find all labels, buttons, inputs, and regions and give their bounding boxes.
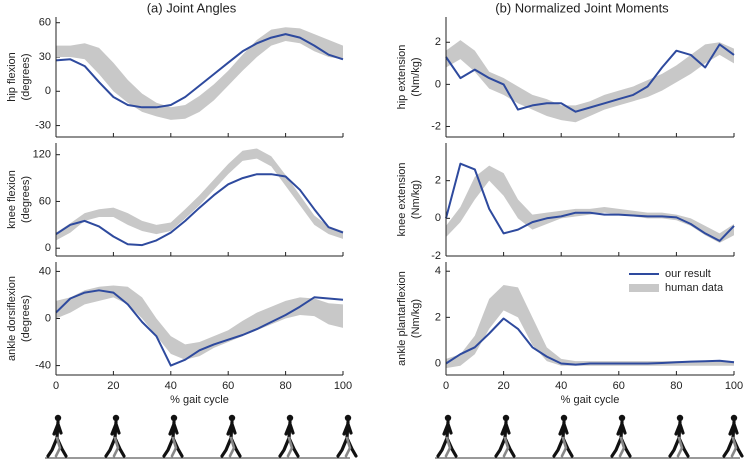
y-tick-label: 0	[435, 78, 441, 90]
panel: (b) Normalized Joint Moments hip extensio…	[396, 0, 735, 138]
range-band	[56, 285, 343, 360]
x-tick-label: 80	[670, 380, 682, 392]
panel: knee flexion (degrees) 0 60 120	[6, 143, 344, 257]
y-axis-label: (Nm/kg)	[410, 57, 422, 96]
x-tick-label: 0	[443, 380, 449, 392]
y-tick-label: -2	[431, 250, 441, 262]
x-tick-label: 20	[497, 380, 509, 392]
y-axis-label: hip extension	[396, 45, 408, 110]
x-tick-label: 40	[555, 380, 567, 392]
y-tick-label: 2	[435, 175, 441, 187]
y-tick-label: 0	[45, 85, 51, 97]
data-line	[55, 289, 344, 367]
walker-strip	[45, 414, 744, 459]
x-axis-label: % gait cycle	[561, 394, 620, 406]
data-line	[55, 173, 344, 247]
data-line	[55, 33, 344, 109]
legend-label: human data	[665, 282, 724, 294]
x-tick-label: 100	[334, 380, 352, 392]
y-tick-label: 0	[435, 357, 441, 369]
y-axis-label: hip flexion	[6, 52, 18, 102]
y-axis-label: (Nm/kg)	[410, 299, 422, 338]
data-line	[445, 317, 735, 366]
legend-label: our result	[665, 268, 711, 280]
y-axis-label: (degrees)	[20, 295, 32, 342]
data-line	[445, 43, 735, 113]
panel-title: (b) Normalized Joint Moments	[495, 0, 669, 15]
panel: (a) Joint Angles hip flexion (degrees) -30 0…	[6, 0, 344, 138]
y-axis-label: (Nm/kg)	[410, 180, 422, 219]
y-tick-label: 2	[435, 311, 441, 323]
y-axis-label: (degrees)	[20, 176, 32, 223]
y-tick-label: -30	[35, 119, 51, 131]
y-axis-label: ankle dorsiflexion	[6, 276, 18, 361]
x-tick-label: 60	[613, 380, 625, 392]
y-axis-label: knee extension	[396, 163, 408, 237]
y-axis-label: (degrees)	[20, 53, 32, 100]
x-tick-label: 60	[222, 380, 234, 392]
panel-title: (a) Joint Angles	[147, 0, 237, 15]
y-axis-label: ankle plantarflexion	[396, 271, 408, 366]
y-tick-label: 120	[33, 149, 51, 161]
data-line	[445, 162, 735, 242]
y-tick-label: 30	[39, 51, 51, 63]
x-tick-label: 100	[725, 380, 743, 392]
y-tick-label: -2	[431, 120, 441, 132]
range-band	[56, 148, 343, 241]
range-band	[446, 285, 734, 369]
y-tick-label: 60	[39, 195, 51, 207]
y-tick-label: 0	[435, 212, 441, 224]
y-tick-label: 2	[435, 36, 441, 48]
x-tick-label: 40	[165, 380, 177, 392]
x-tick-label: 80	[279, 380, 291, 392]
y-tick-label: 4	[435, 265, 441, 277]
range-band	[56, 27, 343, 120]
y-axis-label: knee flexion	[6, 170, 18, 229]
x-axis-label: % gait cycle	[170, 394, 229, 406]
y-tick-label: 60	[39, 17, 51, 29]
x-tick-label: 0	[53, 380, 59, 392]
y-tick-label: -40	[35, 359, 51, 371]
y-tick-label: 0	[45, 242, 51, 254]
y-tick-label: 0	[45, 312, 51, 324]
y-tick-label: 40	[39, 265, 51, 277]
x-tick-label: 20	[107, 380, 119, 392]
panel: knee extension (Nm/kg) -2 0 2	[396, 143, 735, 262]
range-band	[446, 165, 734, 243]
range-band	[446, 40, 734, 123]
